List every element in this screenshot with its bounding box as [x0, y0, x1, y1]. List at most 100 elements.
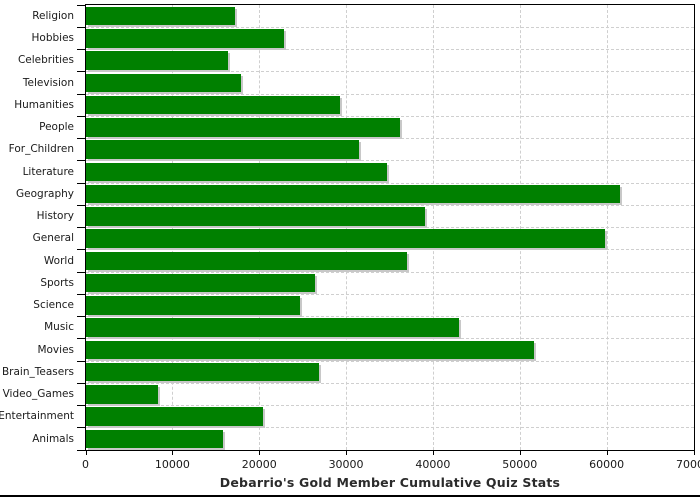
horizontal-gridline [86, 293, 694, 295]
horizontal-gridline [86, 26, 694, 28]
y-axis-label-brain_teasers: Brain_Teasers [1, 365, 74, 378]
y-axis-label-science: Science [33, 299, 74, 312]
bar-hobbies [86, 29, 285, 48]
y-axis-tick [77, 405, 86, 406]
y-axis-label-geography: Geography [16, 187, 74, 200]
y-axis-tick [77, 338, 86, 340]
y-axis-tick [77, 293, 86, 295]
bar-animals [86, 429, 224, 449]
y-axis-tick [77, 182, 86, 184]
horizontal-gridline [86, 427, 694, 429]
horizontal-gridline [86, 138, 694, 139]
bar-religion [86, 6, 236, 26]
bar-geography [86, 184, 621, 204]
y-axis-label-animals: Animals [32, 432, 74, 445]
y-axis-tick [77, 271, 86, 273]
horizontal-gridline [86, 71, 694, 73]
x-tick-label: 70000 [676, 458, 700, 471]
bar-humanities [86, 95, 340, 115]
y-axis-label-general: General [32, 232, 74, 245]
y-axis-tick [77, 49, 86, 50]
y-axis-tick [77, 227, 86, 228]
plot-area [85, 4, 695, 451]
x-tick-label: 10000 [154, 458, 190, 471]
x-tick-label: 50000 [502, 458, 538, 471]
bottom-border-line [0, 495, 700, 497]
y-axis-tick [77, 160, 86, 162]
y-axis-tick [77, 427, 86, 429]
y-axis-label-history: History [36, 210, 74, 223]
x-tick-label: 20000 [241, 458, 277, 471]
x-axis-tick [259, 451, 261, 455]
y-axis-tick [77, 115, 86, 117]
bar-people [86, 118, 400, 137]
y-axis-tick [77, 26, 86, 28]
horizontal-gridline [86, 93, 694, 95]
y-axis-tick [77, 4, 86, 6]
chart-title: Debarrio's Gold Member Cumulative Quiz S… [219, 475, 561, 490]
horizontal-gridline [86, 316, 694, 317]
y-axis-label-music: Music [44, 321, 74, 334]
y-axis-label-religion: Religion [32, 9, 74, 22]
horizontal-gridline [86, 204, 694, 206]
bar-video_games [86, 385, 159, 404]
bar-general [86, 229, 605, 248]
bar-entertainment [86, 407, 264, 426]
y-axis-tick [77, 360, 86, 362]
horizontal-gridline [86, 115, 694, 117]
bar-world [86, 251, 408, 271]
bar-sports [86, 273, 316, 293]
horizontal-gridline [86, 160, 694, 162]
y-axis-tick [77, 204, 86, 206]
y-axis-tick [77, 382, 86, 384]
x-tick-label: 40000 [415, 458, 451, 471]
y-axis-labels: Religion Hobbies Celebrities Television Huma… [0, 5, 76, 450]
y-axis-label-literature: Literature [22, 165, 74, 178]
bar-brain_teasers [86, 362, 319, 382]
horizontal-gridline [86, 271, 694, 273]
bar-literature [86, 162, 388, 182]
bar-movies [86, 340, 535, 360]
x-axis-tick [519, 451, 521, 455]
x-axis-tick [172, 451, 174, 455]
bar-music [86, 318, 460, 337]
bar-television [86, 73, 241, 93]
x-tick-label: 0 [82, 458, 89, 471]
horizontal-gridline [86, 382, 694, 384]
horizontal-gridline [86, 360, 694, 362]
bar-history [86, 207, 425, 226]
x-tick-label: 30000 [328, 458, 364, 471]
bar-science [86, 296, 300, 315]
y-axis-label-sports: Sports [40, 276, 74, 289]
horizontal-gridline [86, 227, 694, 228]
x-axis-tick [346, 451, 348, 455]
y-axis-label-humanities: Humanities [14, 98, 74, 111]
y-axis-tick [77, 138, 86, 139]
x-axis-tick [85, 451, 87, 455]
horizontal-gridline [86, 249, 694, 251]
horizontal-gridline [86, 49, 694, 50]
bar-celebrities [86, 51, 229, 70]
x-axis-tick [606, 451, 608, 455]
y-axis-label-video_games: Video_Games [2, 388, 74, 401]
bar-for_children [86, 140, 359, 159]
y-axis-tick [77, 449, 86, 451]
y-axis-tick [77, 249, 86, 251]
x-axis-tick [693, 451, 695, 455]
horizontal-gridline [86, 405, 694, 406]
y-axis-label-world: World [43, 254, 74, 267]
y-axis-label-television: Television [22, 76, 74, 89]
y-axis-label-people: People [39, 121, 74, 134]
x-tick-label: 60000 [589, 458, 625, 471]
y-axis-tick [77, 93, 86, 95]
horizontal-gridline [86, 338, 694, 340]
horizontal-gridline [86, 182, 694, 184]
y-axis-tick [77, 71, 86, 73]
y-axis-tick [77, 316, 86, 317]
y-axis-label-hobbies: Hobbies [31, 32, 75, 45]
y-axis-label-movies: Movies [37, 343, 74, 356]
y-axis-label-entertainment: Entertainment [0, 410, 74, 423]
y-axis-label-celebrities: Celebrities [17, 54, 74, 67]
x-axis-tick [432, 451, 434, 455]
